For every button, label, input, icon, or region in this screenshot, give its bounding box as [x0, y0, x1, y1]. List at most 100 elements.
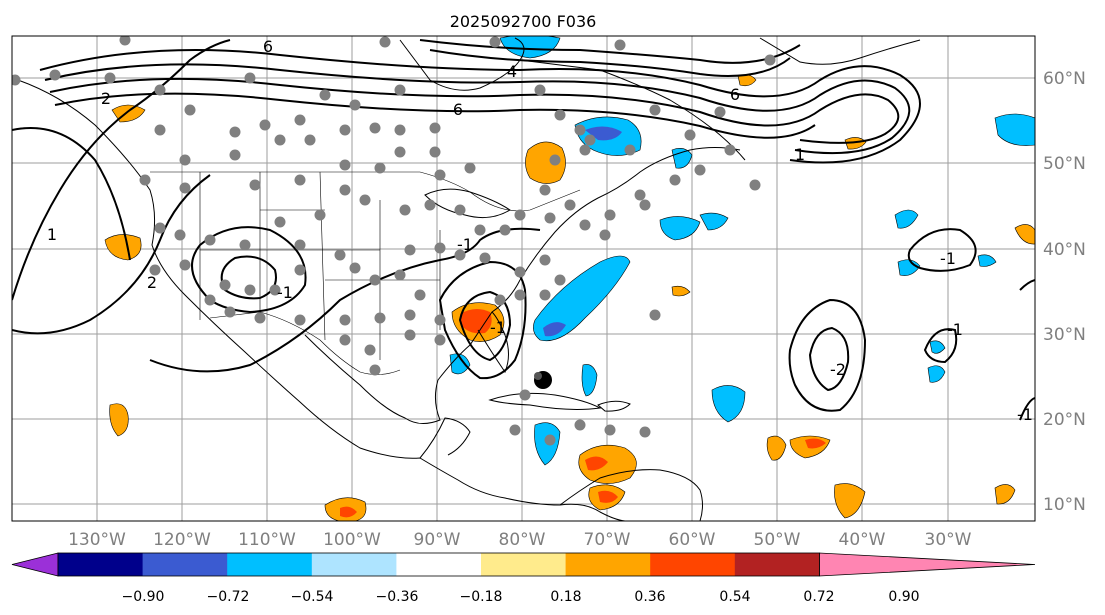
station-dot: [454, 249, 466, 261]
colorbar-segment: [227, 553, 313, 576]
station-dot: [294, 239, 306, 251]
station-dot: [359, 194, 371, 206]
shade-blob-blue: [499, 36, 561, 59]
station-dot: [764, 54, 776, 66]
shade-blob-blue: [977, 254, 997, 267]
station-dot: [404, 244, 416, 256]
shade-blob-blue: [894, 209, 919, 229]
contour-label: -1: [490, 318, 506, 337]
station-dot: [474, 224, 486, 236]
shade-blob-red: [585, 456, 608, 471]
station-dot: [339, 334, 351, 346]
station-dot: [104, 72, 116, 84]
station-dot: [454, 204, 466, 216]
station-dot: [404, 309, 416, 321]
colorbar-ticks: −0.90 −0.72 −0.54 −0.36 −0.18 0.18 0.36 …: [122, 589, 920, 605]
station-dot: [429, 146, 441, 158]
storm-center-highlight: [534, 372, 542, 380]
lat-label: 50°N: [1043, 154, 1086, 174]
shade-blob-orange: [525, 141, 566, 184]
colorbar-segment: [396, 553, 482, 576]
station-dot: [539, 184, 551, 196]
station-dot: [349, 99, 361, 111]
coastline-greenland: [759, 37, 921, 65]
station-dot: [749, 179, 761, 191]
station-dot: [49, 69, 61, 81]
shade-blob-orange: [834, 483, 866, 519]
station-dot: [494, 294, 506, 306]
station-dot: [429, 122, 441, 134]
station-dot: [509, 424, 521, 436]
station-dot: [514, 289, 526, 301]
station-dot: [614, 39, 626, 51]
shade-blob-red: [598, 490, 618, 503]
station-markers: [12, 36, 776, 446]
station-dot: [339, 184, 351, 196]
station-dot: [394, 84, 406, 96]
station-dot: [489, 36, 501, 48]
contour-label: 2: [101, 89, 111, 108]
station-dot: [184, 104, 196, 116]
station-dot: [339, 124, 351, 136]
station-dot: [12, 74, 21, 86]
lon-label: 90°W: [414, 530, 461, 550]
station-dot: [239, 239, 251, 251]
station-dot: [549, 154, 561, 166]
map-frame: [11, 35, 1036, 522]
station-dot: [584, 134, 596, 146]
station-dot: [519, 389, 531, 401]
colorbar-tick: 0.54: [719, 589, 750, 605]
station-dot: [364, 344, 376, 356]
coastline-florida: [477, 311, 509, 374]
shade-blob-blue: [533, 255, 631, 342]
border-us-mexico: [209, 311, 401, 375]
coastline-cuba: [488, 392, 602, 410]
colorbar-tick: −0.90: [122, 589, 165, 605]
colorbar-segment: [650, 553, 736, 576]
shade-blob-red: [460, 308, 492, 334]
station-dot: [149, 264, 161, 276]
map-title: 2025092700 F036: [450, 12, 597, 31]
lat-label: 10°N: [1043, 495, 1086, 515]
station-dot: [174, 229, 186, 241]
station-dot: [394, 269, 406, 281]
shade-blob-darkblue: [543, 322, 566, 337]
station-dot: [534, 84, 546, 96]
station-dot: [274, 216, 286, 228]
contour-atl: [907, 228, 977, 272]
colorbar-tick: 0.90: [888, 589, 919, 605]
contour-label: 6: [730, 85, 740, 104]
colorbar-tick: 0.18: [550, 589, 581, 605]
station-dot: [204, 294, 216, 306]
contour-west: [12, 127, 131, 261]
station-dot: [294, 264, 306, 276]
contour-atl: [1019, 279, 1035, 291]
shade-blob-red: [340, 506, 357, 518]
station-dot: [154, 124, 166, 136]
latitude-labels: 60°N 50°N 40°N 30°N 20°N 10°N: [1043, 69, 1086, 515]
station-dot: [684, 129, 696, 141]
station-dot: [639, 199, 651, 211]
station-dot: [414, 289, 426, 301]
station-dot: [339, 159, 351, 171]
lon-label: 100°W: [323, 530, 381, 550]
shade-blob-orange: [578, 444, 637, 484]
shade-blob-blue: [671, 148, 693, 169]
contour-trough: [12, 174, 211, 335]
station-dot: [554, 274, 566, 286]
lat-label: 30°N: [1043, 325, 1086, 345]
colorbar-segment: [58, 553, 144, 576]
station-dot: [179, 182, 191, 194]
station-dot: [574, 419, 586, 431]
station-dot: [499, 224, 511, 236]
shade-blob-orange: [994, 484, 1016, 505]
station-dot: [599, 229, 611, 241]
contour-label: -1: [457, 235, 473, 254]
station-dot: [544, 434, 556, 446]
station-dot: [259, 119, 271, 131]
station-dot: [294, 174, 306, 186]
lon-label: 40°W: [839, 530, 886, 550]
station-dot: [649, 309, 661, 321]
lon-label: 120°W: [153, 530, 211, 550]
shade-blob-red: [805, 438, 826, 449]
